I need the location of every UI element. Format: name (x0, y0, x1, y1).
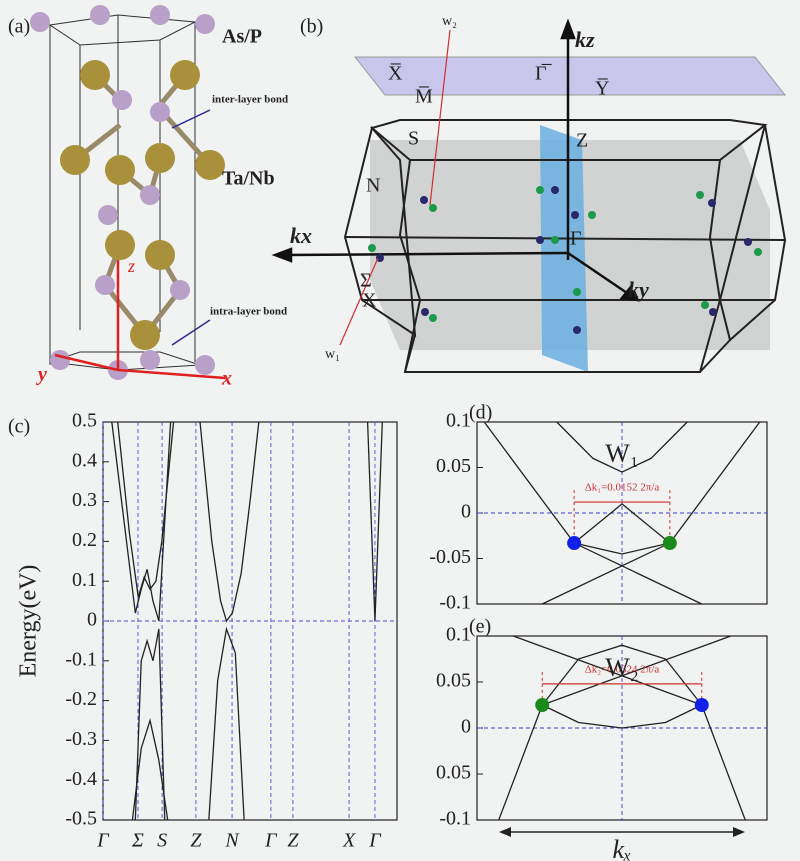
bulk-point: Γ (570, 228, 582, 250)
delta-label: Δk₁=0.0152 2π/a (585, 482, 660, 494)
weyl-point (695, 698, 709, 712)
y-tick-label: 0.2 (72, 529, 97, 551)
y-tick-label: -0.1 (65, 648, 97, 670)
band (542, 422, 760, 604)
y-tick-label: -0.2 (65, 688, 97, 710)
y-tick-label: -0.5 (65, 808, 97, 830)
x-axis-label: kₓ (613, 835, 632, 861)
weyl-label: w₁ (325, 347, 340, 362)
y-tick-label: -0.1 (439, 808, 471, 830)
bulk-point: N (366, 175, 380, 197)
axis-label: x (221, 368, 232, 390)
band (118, 422, 174, 597)
weyl-point (663, 536, 677, 550)
bulk-point: Σ (360, 270, 372, 292)
axis-label: z (127, 256, 135, 276)
band (135, 629, 164, 820)
bond-label: inter-layer bond (212, 94, 288, 106)
y-tick-label: -0.1 (439, 592, 471, 614)
x-tick-label: Z (190, 830, 202, 852)
y-tick-label: 0 (87, 609, 97, 631)
x-arrow-head (733, 827, 745, 837)
weyl-label: W₁ (605, 439, 639, 468)
x-tick-label: Σ (131, 830, 144, 852)
x-tick-label: Γ (96, 830, 110, 852)
y-tick-label: -0.4 (65, 768, 97, 790)
bonds (75, 75, 210, 335)
y-tick-label: -0.3 (65, 728, 97, 750)
y-tick-label: 0.4 (72, 449, 97, 471)
y-tick-label: 0.1 (446, 410, 471, 432)
y-tick-label: 0 (461, 501, 471, 523)
panel-label: (e) (469, 616, 491, 638)
panel-label: (a) (8, 16, 30, 38)
weyl-point (567, 536, 581, 550)
surface-point: X̅ (388, 63, 403, 85)
y-tick-label: -0.05 (429, 546, 471, 568)
surface-point: M̅ (415, 86, 433, 108)
y-tick-label: 0.5 (72, 410, 97, 432)
x-arrow-head (499, 827, 511, 837)
figure: (a) As/P Ta/Nb inter-layer bond intra-la… (0, 0, 800, 861)
bulk-point: S (408, 128, 419, 150)
atom-label: As/P (222, 26, 262, 48)
y-tick-label: 0.05 (436, 455, 471, 477)
y-axis-label: Energy(eV) (16, 565, 42, 678)
panel-label: (c) (8, 416, 30, 438)
x-tick-label: N (224, 830, 240, 852)
axis-label: kx (290, 223, 312, 248)
axis-label: kz (575, 27, 595, 52)
weyl-point (535, 698, 549, 712)
x-tick-label: S (157, 830, 167, 852)
y-tick-label: 0.1 (446, 624, 471, 646)
axis-label: y (36, 364, 47, 386)
y-tick-label: 0.1 (72, 569, 97, 591)
band (209, 629, 244, 820)
y-tick-label: 0.05 (436, 762, 471, 784)
weyl-label: w₂ (442, 14, 457, 29)
x-tick-label: X (342, 830, 356, 852)
bulk-point: Z (576, 130, 588, 152)
axis-label: ky (628, 277, 649, 302)
x-tick-label: Z (287, 830, 299, 852)
atoms (30, 5, 225, 380)
y-tick-label: 0.05 (436, 670, 471, 692)
x-tick-label: Γ (368, 830, 382, 852)
x-tick-label: Γ (264, 830, 278, 852)
atom-label: Ta/Nb (222, 168, 275, 190)
panel-label: (b) (300, 16, 323, 38)
band (200, 422, 259, 621)
bulk-point: X (362, 290, 377, 312)
y-tick-label: 0.3 (72, 489, 97, 511)
y-tick-label: 0 (461, 716, 471, 738)
bond-label: intra-layer bond (210, 306, 287, 318)
weyl-label: W₂ (605, 653, 639, 682)
panel-label: (d) (469, 402, 492, 424)
surface-point: Y̅ (595, 78, 609, 100)
